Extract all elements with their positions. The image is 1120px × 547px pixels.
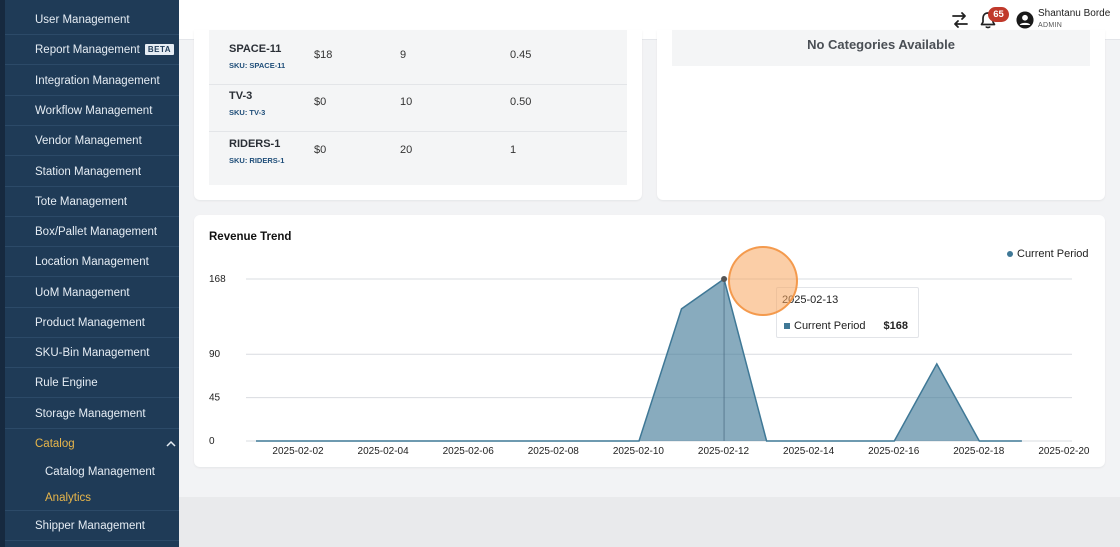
sidebar-item-label: Integration Management (35, 74, 160, 87)
product-name: TV-3 (229, 90, 253, 102)
product-name: RIDERS-1 (229, 138, 281, 150)
sidebar-item-report-management[interactable]: Report Management BETA (5, 35, 179, 65)
switch-arrows-icon[interactable] (950, 10, 970, 30)
tooltip-series-marker (784, 323, 790, 329)
chart-tooltip: 2025-02-13 Current Period $168 (776, 287, 919, 338)
sidebar-item-label: Tote Management (35, 195, 128, 208)
user-avatar-icon[interactable] (1016, 11, 1034, 29)
quantity-cell: 9 (400, 49, 407, 61)
no-categories-message: No Categories Available (672, 30, 1090, 66)
sidebar-item-label: Station Management (35, 165, 142, 178)
sku-performance-card: SPACE-11 SKU: SPACE-11 $18 9 0.45 TV-3 SKU: TV… (194, 30, 642, 200)
sidebar-item-location-management[interactable]: Location Management (5, 247, 179, 277)
sidebar-item-label: UoM Management (35, 286, 130, 299)
product-name: SPACE-11 (229, 43, 282, 55)
ratio-cell: 1 (510, 144, 517, 156)
product-sku: SKU: SPACE-11 (229, 61, 286, 70)
table-row[interactable]: TV-3 SKU: TV-3 $0 10 0.50 (209, 84, 627, 132)
table-row[interactable]: RIDERS-1 SKU: RIDERS-1 $0 20 1 (209, 132, 627, 180)
sidebar-item-vendor-management[interactable]: Vendor Management (5, 126, 179, 156)
sidebar-item-integration-management[interactable]: Integration Management (5, 66, 179, 96)
sidebar-item-label: SKU-Bin Management (35, 346, 150, 359)
sidebar-item-label: Catalog (35, 438, 75, 450)
legend-marker (1007, 251, 1013, 257)
sidebar-item-label: Workflow Management (35, 104, 153, 117)
sidebar-item-label: Box/Pallet Management (35, 225, 158, 238)
sidebar-subitem-catalog-management[interactable]: Catalog Management (45, 466, 155, 478)
sku-table: SPACE-11 SKU: SPACE-11 $18 9 0.45 TV-3 SKU: TV… (209, 30, 627, 185)
notification-count-badge[interactable]: 65 (988, 7, 1009, 22)
sidebar-item-box-pallet-management[interactable]: Box/Pallet Management (5, 217, 179, 247)
sidebar-item-label: User Management (35, 13, 130, 26)
product-sku: SKU: TV-3 (229, 108, 266, 117)
chart-title: Revenue Trend (209, 231, 292, 243)
categories-card: No Categories Available (657, 30, 1105, 200)
product-sku: SKU: RIDERS-1 (229, 156, 285, 165)
revenue-trend-card: Revenue Trend Current Period (194, 215, 1105, 467)
sidebar-item-workflow-management[interactable]: Workflow Management (5, 96, 179, 126)
user-name[interactable]: Shantanu Borde (1038, 8, 1111, 19)
sidebar-item-label: Report Management (35, 43, 140, 56)
page-footer-area (179, 497, 1120, 547)
sidebar-item-sku-bin-management[interactable]: SKU-Bin Management (5, 338, 179, 368)
sidebar-item-label: Product Management (35, 316, 145, 329)
sidebar-item-uom-management[interactable]: UoM Management (5, 278, 179, 308)
legend-label: Current Period (1017, 248, 1089, 260)
user-role: ADMIN (1038, 22, 1063, 29)
quantity-cell: 10 (400, 96, 413, 108)
revenue-cell: $18 (314, 49, 333, 61)
sidebar-item-rule-engine[interactable]: Rule Engine (5, 368, 179, 398)
sidebar-item-product-management[interactable]: Product Management (5, 308, 179, 338)
click-indicator (728, 246, 798, 316)
sidebar: User Management Report Management BETA Inte… (0, 0, 179, 547)
sidebar-item-tote-management[interactable]: Tote Management (5, 187, 179, 217)
sidebar-divider (5, 510, 179, 511)
tooltip-value: $168 (883, 320, 908, 332)
sidebar-item-user-management[interactable]: User Management (5, 5, 179, 35)
quantity-cell: 20 (400, 144, 413, 156)
sidebar-subitem-analytics[interactable]: Analytics (45, 492, 92, 504)
sidebar-item-label: Location Management (35, 255, 149, 268)
sidebar-item-label: Shipper Management (35, 519, 145, 532)
beta-badge: BETA (144, 44, 175, 55)
sidebar-item-label: Storage Management (35, 407, 146, 420)
tooltip-series-label: Current Period (794, 320, 866, 332)
table-row[interactable]: SPACE-11 SKU: SPACE-11 $18 9 0.45 (209, 37, 627, 85)
tooltip-date: 2025-02-13 (782, 294, 839, 306)
sidebar-item-label: Rule Engine (35, 376, 98, 389)
revenue-cell: $0 (314, 96, 327, 108)
ratio-cell: 0.45 (510, 49, 532, 61)
sidebar-item-station-management[interactable]: Station Management (5, 157, 179, 187)
revenue-cell: $0 (314, 144, 327, 156)
chevron-up-icon[interactable] (165, 438, 177, 450)
sidebar-item-label: Vendor Management (35, 134, 142, 147)
sidebar-item-storage-management[interactable]: Storage Management (5, 399, 179, 429)
sidebar-item-shipper-management[interactable]: Shipper Management (5, 511, 179, 541)
ratio-cell: 0.50 (510, 96, 532, 108)
sidebar-item-catalog[interactable]: Catalog (5, 429, 179, 459)
chart-legend[interactable]: Current Period (1007, 248, 1089, 260)
